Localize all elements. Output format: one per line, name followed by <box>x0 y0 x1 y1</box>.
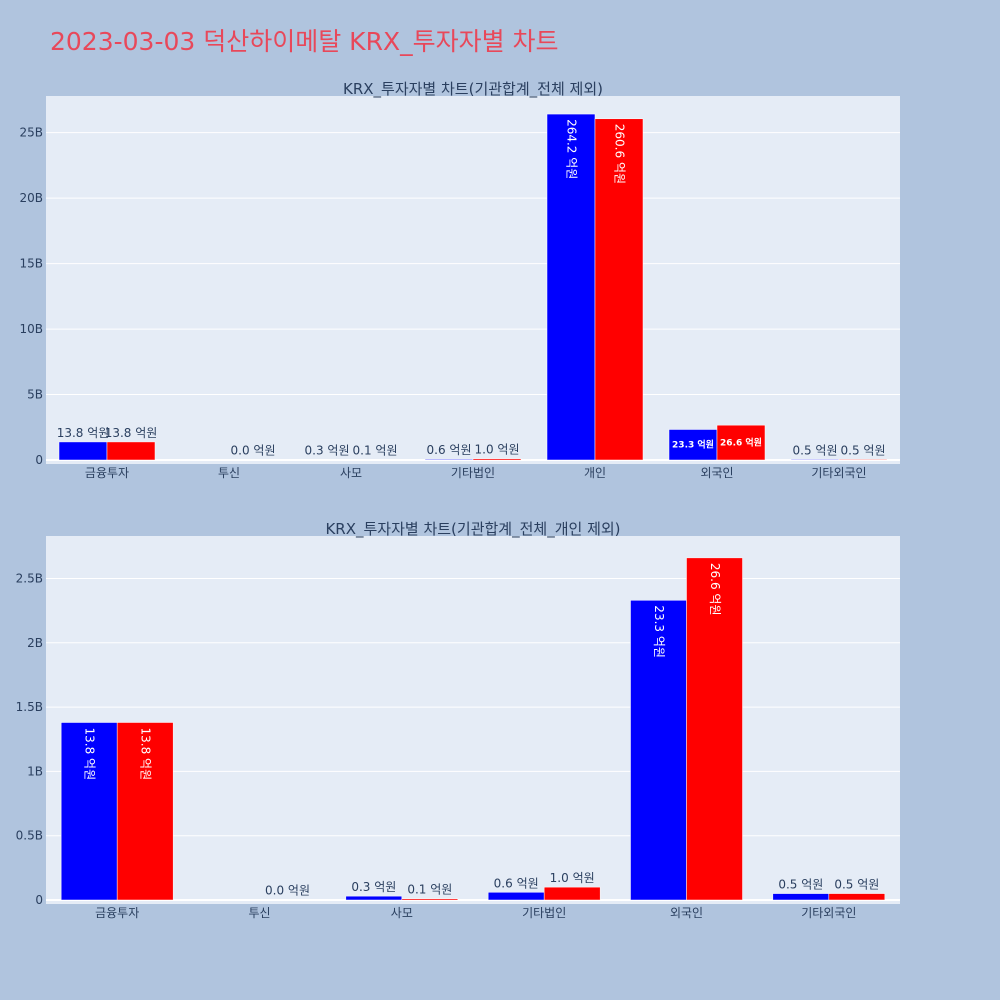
data-label: 0.3 억원 <box>305 444 350 458</box>
bar-buy <box>58 441 108 461</box>
y-tick-label: 0.5B <box>16 829 43 843</box>
data-label: 0.6 억원 <box>494 876 539 890</box>
y-tick-label: 0 <box>35 453 43 467</box>
y-tick-label: 15B <box>19 257 43 271</box>
bar-sell <box>828 893 886 901</box>
data-label: 23.3 억원 <box>672 439 714 451</box>
chart-title: KRX_투자자별 차트(기관합계_전체 제외) <box>343 80 603 99</box>
y-tick-label: 1.5B <box>16 700 43 714</box>
y-tick-label: 10B <box>19 322 43 336</box>
data-label: 13.8 억원 <box>57 426 110 440</box>
bar-sell <box>259 899 316 901</box>
bar-buy <box>60 722 118 901</box>
bar-sell <box>472 458 522 461</box>
page-title: 2023-03-03 덕산하이메탈 KRX_투자자별 차트 <box>50 27 559 56</box>
data-label: 13.8 억원 <box>105 426 158 440</box>
data-label: 23.3 억원 <box>652 605 666 658</box>
chart-title: KRX_투자자별 차트(기관합계_전체_개인 제외) <box>325 520 620 539</box>
bar-buy <box>302 459 352 461</box>
data-label: 13.8 억원 <box>83 728 97 781</box>
bar-buy <box>424 458 474 461</box>
bar-sell <box>401 898 459 901</box>
x-tick-label: 기타외국인 <box>811 466 866 480</box>
data-label: 13.8 억원 <box>139 728 153 781</box>
bar-buy <box>772 893 830 901</box>
x-tick-label: 사모 <box>391 906 413 920</box>
plot-area <box>46 536 900 904</box>
data-label: 1.0 억원 <box>550 871 595 885</box>
x-tick-label: 투신 <box>248 906 270 920</box>
x-tick-label: 기타법인 <box>451 466 495 480</box>
x-tick-label: 금융투자 <box>95 906 139 920</box>
bar-sell <box>116 722 174 901</box>
plot-area <box>46 96 900 464</box>
data-label: 0.5 억원 <box>841 443 886 457</box>
bar-sell <box>594 118 644 461</box>
chart-2: 0 0.5B 1B 1.5B 2B 2.5B KRX_투자자별 차트(기관합계_전체_개인 … <box>16 520 900 920</box>
bar-sell <box>228 459 278 461</box>
bar-buy <box>203 899 260 901</box>
x-tick-label: 개인 <box>584 466 606 480</box>
data-label: 0.5 억원 <box>793 443 838 457</box>
x-tick-label: 투신 <box>218 466 240 480</box>
bar-buy <box>487 892 545 901</box>
bar-buy <box>180 459 230 461</box>
bar-sell <box>543 886 601 901</box>
data-label: 26.6 억원 <box>708 563 722 616</box>
data-label: 0.0 억원 <box>231 444 276 458</box>
chart-1: 0 5B 10B 15B 20B 25B KRX_투자자별 차트(기관합계_전체 제외) 금융… <box>19 80 900 480</box>
y-tick-label: 25B <box>19 126 43 140</box>
bar-buy <box>345 895 403 901</box>
bar-sell <box>716 424 766 461</box>
data-label: 1.0 억원 <box>475 443 520 457</box>
bar-sell <box>686 557 743 901</box>
x-tick-label: 외국인 <box>670 906 703 920</box>
x-tick-label: 사모 <box>340 466 362 480</box>
x-tick-label: 기타외국인 <box>801 906 856 920</box>
data-label: 264.2 억원 <box>565 119 579 179</box>
bar-buy <box>668 429 718 461</box>
x-tick-label: 기타법인 <box>522 906 566 920</box>
bar-sell <box>106 441 156 461</box>
y-tick-label: 1B <box>27 764 43 778</box>
y-tick-label: 5B <box>27 388 43 402</box>
x-tick-label: 금융투자 <box>85 466 129 480</box>
data-label: 0.5 억원 <box>778 878 823 892</box>
data-label: 260.6 억원 <box>613 124 627 184</box>
bar-sell <box>838 459 888 461</box>
data-label: 0.3 억원 <box>351 880 396 894</box>
data-label: 0.1 억원 <box>353 444 398 458</box>
y-tick-label: 2B <box>27 636 43 650</box>
y-tick-label: 2.5B <box>16 571 43 585</box>
bar-buy <box>630 600 687 901</box>
data-label: 0.5 억원 <box>834 878 879 892</box>
data-label: 0.6 억원 <box>427 443 472 457</box>
bar-sell <box>350 459 400 461</box>
x-tick-label: 외국인 <box>700 466 733 480</box>
y-tick-label: 0 <box>35 893 43 907</box>
data-label: 26.6 억원 <box>720 437 762 449</box>
data-label: 0.1 억원 <box>407 883 452 897</box>
data-label: 0.0 억원 <box>265 884 310 898</box>
y-tick-label: 20B <box>19 191 43 205</box>
bar-buy <box>790 459 840 461</box>
